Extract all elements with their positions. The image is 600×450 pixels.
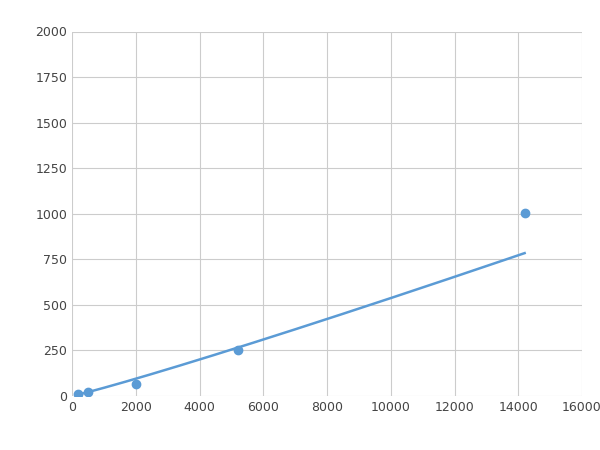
Point (520, 209, 529, 216)
Point (74, 391, 83, 398)
Point (131, 381, 140, 388)
Point (83, 389, 93, 396)
Point (233, 346, 242, 353)
